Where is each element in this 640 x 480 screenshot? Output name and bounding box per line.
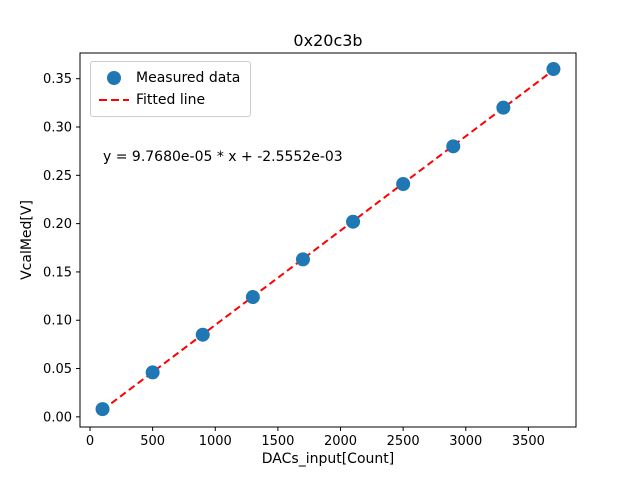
legend-label-fitted-line: Fitted line (136, 92, 206, 108)
scatter-point (95, 402, 110, 417)
legend-label-measured-data: Measured data (136, 70, 241, 86)
x-axis-label: DACs_input[Count] (261, 451, 395, 467)
chart-title: 0x20c3b (293, 31, 363, 50)
scatter-point (145, 365, 160, 380)
x-tick-label: 2000 (324, 434, 357, 449)
legend: Measured data Fitted line (90, 61, 252, 117)
scatter-point (396, 177, 411, 192)
y-tick-label: 0.20 (43, 217, 72, 232)
x-tick-label: 3000 (449, 434, 482, 449)
x-tick-label: 1000 (199, 434, 232, 449)
x-tick-label: 3500 (512, 434, 545, 449)
y-tick-label: 0.30 (43, 121, 72, 136)
x-tick-label: 2500 (387, 434, 420, 449)
y-tick-label: 0.35 (43, 72, 72, 87)
dashed-line-icon (99, 98, 129, 102)
y-tick-label: 0.05 (43, 362, 72, 377)
x-tick-label: 1500 (261, 434, 294, 449)
y-tick-label: 0.15 (43, 265, 72, 280)
axes-border (79, 52, 577, 428)
scatter-point (546, 62, 561, 77)
y-tick-label: 0.10 (43, 314, 72, 329)
y-tick-label: 0.25 (43, 169, 72, 184)
y-tick-label: 0.00 (43, 410, 72, 425)
fit-equation-annotation: y = 9.7680e-05 * x + -2.5552e-03 (103, 149, 343, 165)
scatter-point (346, 214, 361, 229)
scatter-point (245, 290, 260, 305)
scatter-point (496, 100, 511, 115)
legend-item-fitted-line: Fitted line (99, 89, 240, 111)
x-tick-label: 0 (86, 434, 94, 449)
scatter-point (295, 252, 310, 267)
scatter-point (195, 327, 210, 342)
y-axis-label: VcalMed[V] (19, 200, 35, 280)
scatter-marker-icon (99, 71, 129, 85)
fitted-line (101, 69, 555, 411)
scatter-point (446, 139, 461, 154)
blue-dot-icon (107, 71, 121, 85)
legend-item-measured-data: Measured data (99, 67, 240, 89)
dashed-line-sample (99, 99, 129, 101)
x-tick-label: 500 (140, 434, 165, 449)
